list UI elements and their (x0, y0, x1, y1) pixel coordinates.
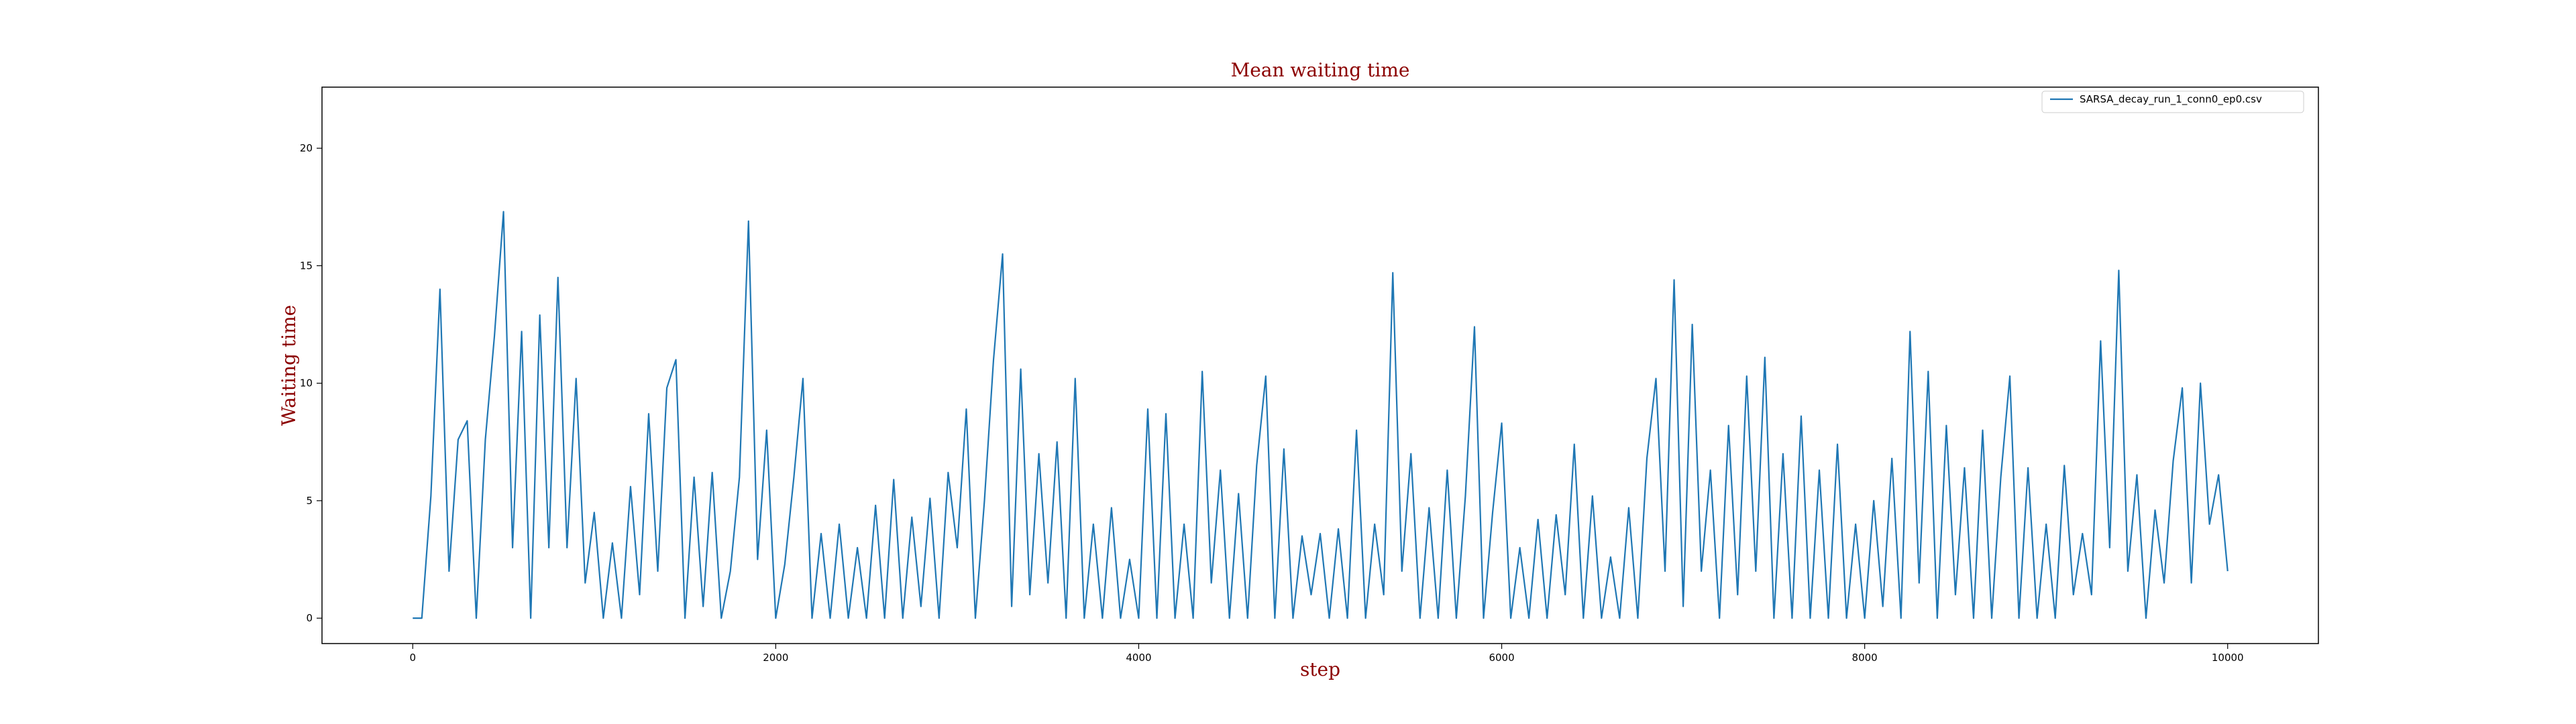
axes-frame (321, 86, 2319, 644)
data-line (413, 210, 2229, 619)
x-axis-label: step (1300, 658, 1340, 680)
legend-label: SARSA_decay_run_1_conn0_ep0.csv (2080, 93, 2262, 106)
plot-area (413, 210, 2229, 619)
y-tick-label: 20 (300, 142, 313, 154)
y-tick-label: 5 (306, 495, 313, 507)
y-tick-label: 15 (300, 259, 313, 272)
x-tick-label: 0 (409, 652, 416, 664)
x-tick-label: 6000 (1489, 652, 1514, 664)
y-axis-label: Waiting time (278, 305, 300, 426)
x-tick-label: 4000 (1126, 652, 1151, 664)
x-tick-label: 10000 (2212, 652, 2244, 664)
legend-box (2041, 90, 2304, 113)
x-tick-label: 8000 (1852, 652, 1878, 664)
x-tick-label: 2000 (763, 652, 788, 664)
chart-title: Mean waiting time (1231, 59, 1410, 81)
y-tick-label: 0 (306, 612, 313, 624)
y-tick-label: 10 (300, 377, 313, 389)
